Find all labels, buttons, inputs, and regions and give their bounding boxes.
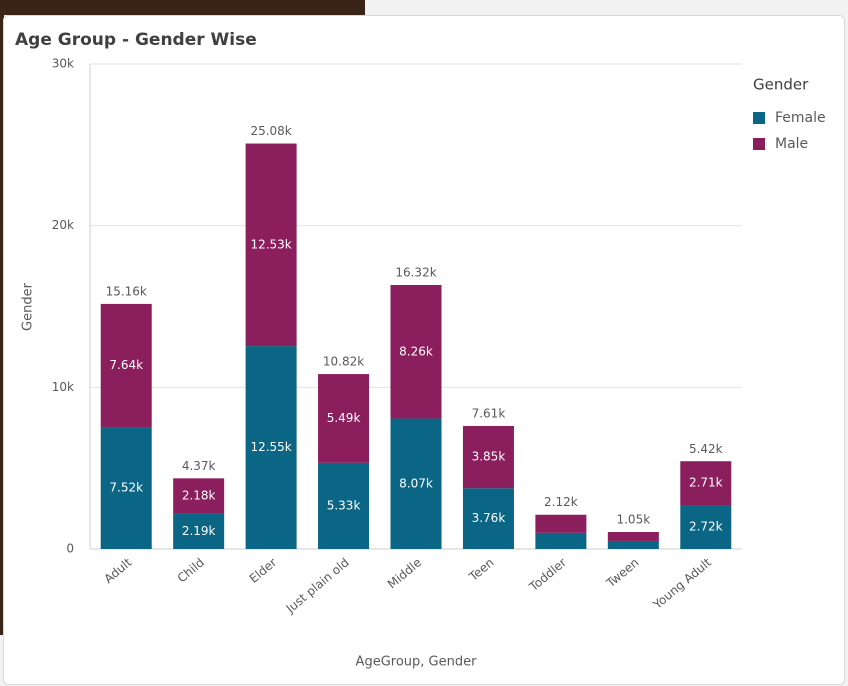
legend-label: Male bbox=[775, 136, 808, 152]
background-image bbox=[0, 15, 4, 635]
legend-swatch bbox=[753, 112, 765, 124]
data-label: 7.52k bbox=[109, 481, 143, 495]
total-label: 10.82k bbox=[323, 355, 364, 369]
bar-segment bbox=[173, 513, 225, 549]
x-axis-title: AgeGroup, Gender bbox=[356, 655, 478, 670]
data-label: 2.72k bbox=[689, 520, 723, 534]
total-label: 1.05k bbox=[616, 513, 650, 527]
data-label: 7.64k bbox=[109, 358, 143, 372]
bar-segment bbox=[173, 478, 225, 514]
total-label: 7.61k bbox=[472, 406, 506, 420]
bar-segment bbox=[245, 143, 297, 347]
data-label: 8.26k bbox=[399, 344, 433, 358]
data-label: 5.49k bbox=[327, 411, 361, 425]
data-label: 5.33k bbox=[327, 498, 361, 512]
total-label: 15.16k bbox=[106, 284, 147, 298]
data-label: 8.07k bbox=[399, 476, 433, 490]
y-tick-label: 30k bbox=[52, 57, 74, 71]
data-label: 3.85k bbox=[472, 450, 506, 464]
bar-segment bbox=[100, 427, 152, 549]
y-tick-label: 10k bbox=[52, 380, 74, 394]
bar-segment bbox=[245, 346, 297, 549]
total-label: 25.08k bbox=[250, 124, 291, 138]
data-label: 12.53k bbox=[250, 237, 291, 251]
bar-segment bbox=[462, 488, 514, 549]
bar-segment bbox=[100, 303, 152, 428]
total-label: 5.42k bbox=[689, 442, 723, 456]
total-label: 16.32k bbox=[395, 266, 436, 280]
bar-segment bbox=[318, 374, 370, 463]
legend-swatch bbox=[753, 138, 765, 150]
bar-segment bbox=[535, 532, 587, 549]
legend-title: Gender bbox=[753, 76, 809, 94]
y-axis-title: Gender bbox=[21, 282, 36, 331]
bar-segment bbox=[390, 284, 442, 419]
y-tick-label: 0 bbox=[66, 542, 74, 556]
total-label: 4.37k bbox=[182, 459, 216, 473]
data-label: 12.55k bbox=[250, 440, 291, 454]
legend-label: Female bbox=[775, 110, 826, 126]
data-label: 2.19k bbox=[182, 524, 216, 538]
bar-segment bbox=[607, 532, 659, 541]
chart-title: Age Group - Gender Wise bbox=[15, 30, 257, 50]
bar-segment bbox=[680, 461, 732, 506]
bar-segment bbox=[390, 418, 442, 549]
data-label: 2.71k bbox=[689, 476, 723, 490]
bar-segment bbox=[462, 425, 514, 489]
background-image bbox=[0, 0, 365, 15]
data-label: 2.18k bbox=[182, 488, 216, 502]
bar-segment bbox=[318, 462, 370, 549]
bar-segment bbox=[680, 505, 732, 549]
bar-segment bbox=[607, 540, 659, 549]
data-label: 3.76k bbox=[472, 511, 506, 525]
bar-segment bbox=[535, 514, 587, 533]
y-tick-label: 20k bbox=[52, 218, 74, 232]
total-label: 2.12k bbox=[544, 495, 578, 509]
